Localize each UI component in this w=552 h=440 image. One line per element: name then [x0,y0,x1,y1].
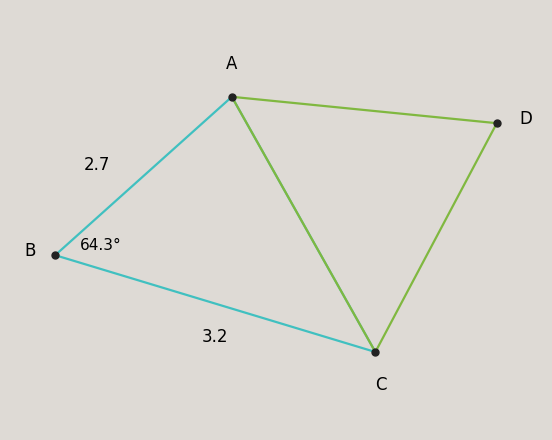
Text: 3.2: 3.2 [202,328,229,346]
Text: 2.7: 2.7 [84,156,110,174]
Text: C: C [375,376,386,394]
Text: 64.3°: 64.3° [80,238,122,253]
Text: A: A [226,55,237,73]
Text: B: B [24,242,36,260]
Text: D: D [519,110,532,128]
